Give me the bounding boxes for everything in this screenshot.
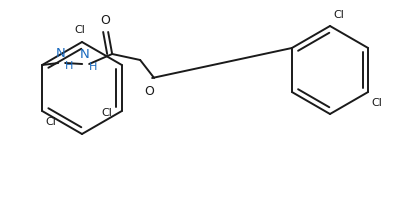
Text: Cl: Cl bbox=[45, 117, 56, 127]
Text: O: O bbox=[144, 85, 154, 98]
Text: N: N bbox=[79, 48, 89, 61]
Text: Cl: Cl bbox=[371, 98, 382, 108]
Text: N: N bbox=[55, 47, 65, 60]
Text: O: O bbox=[100, 14, 110, 27]
Text: Cl: Cl bbox=[75, 25, 85, 35]
Text: H: H bbox=[89, 62, 98, 72]
Text: H: H bbox=[65, 61, 73, 71]
Text: Cl: Cl bbox=[333, 10, 344, 20]
Text: Cl: Cl bbox=[102, 108, 113, 118]
